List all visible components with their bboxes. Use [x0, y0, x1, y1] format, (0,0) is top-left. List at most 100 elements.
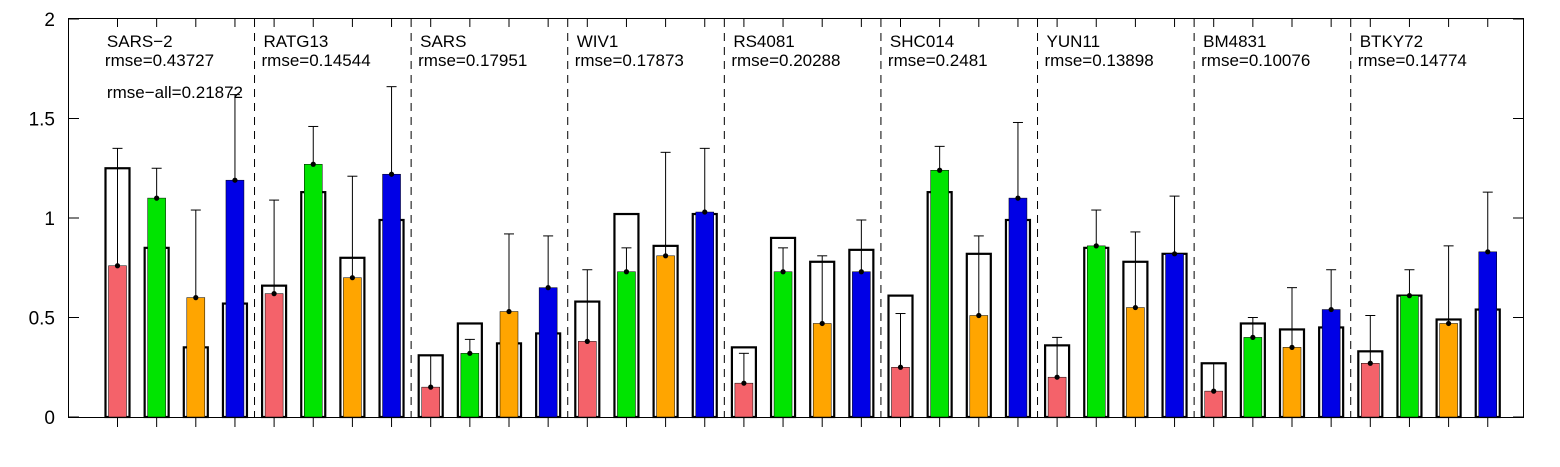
value-marker — [623, 269, 630, 275]
y-axis: 0 0.5 1 1.5 2 — [29, 10, 1523, 429]
value-marker — [310, 161, 316, 167]
filled-bar — [460, 353, 480, 418]
value-marker — [1328, 306, 1334, 313]
value-marker — [1406, 293, 1413, 299]
filled-bar — [1439, 323, 1458, 418]
filled-bar — [1126, 307, 1145, 418]
group-dividers — [254, 19, 1352, 417]
filled-bar — [225, 179, 245, 418]
filled-bar — [186, 297, 206, 418]
group-name-label: RATG13 — [264, 32, 329, 51]
value-marker — [193, 295, 199, 301]
filled-bar — [1204, 390, 1223, 418]
value-marker — [702, 209, 708, 215]
group-name-label: RS4081 — [733, 32, 794, 51]
group-rmse-label: rmse=0.43727 — [105, 51, 214, 70]
group-name-label: SARS — [420, 32, 466, 51]
value-marker — [584, 338, 590, 344]
value-marker — [1289, 344, 1295, 350]
bars-layer — [104, 86, 1501, 419]
value-marker — [271, 291, 277, 297]
value-marker — [1171, 251, 1178, 257]
filled-bar — [1478, 251, 1497, 418]
filled-bar — [773, 271, 793, 418]
y-tick-label: 0 — [44, 408, 55, 429]
filled-bar — [1321, 309, 1341, 418]
value-marker — [388, 171, 395, 177]
value-marker — [1211, 388, 1217, 394]
value-marker — [1093, 243, 1099, 249]
value-marker — [349, 275, 355, 281]
filled-bar — [1087, 245, 1106, 418]
rmse-all-label: rmse−all=0.21872 — [107, 83, 243, 102]
value-marker — [1250, 334, 1256, 340]
value-marker — [1015, 195, 1021, 201]
filled-bar — [1361, 363, 1380, 418]
filled-bar — [1400, 295, 1419, 418]
value-marker — [467, 350, 473, 356]
group-rmse-label: rmse=0.17873 — [575, 51, 684, 70]
value-marker — [1367, 360, 1373, 366]
value-marker — [780, 269, 786, 275]
group-rmse-label: rmse=0.14544 — [262, 51, 371, 70]
filled-bar — [147, 197, 166, 418]
filled-bar — [656, 255, 675, 418]
value-marker — [1132, 304, 1138, 311]
filled-bar — [1008, 197, 1028, 418]
group-rmse-label: rmse=0.14774 — [1358, 51, 1467, 70]
filled-bar — [382, 173, 401, 418]
filled-bar — [695, 211, 714, 418]
group-rmse-label: rmse=0.13898 — [1045, 51, 1154, 70]
value-marker — [1054, 374, 1060, 380]
group-rmse-label: rmse=0.17951 — [418, 51, 527, 70]
filled-bar — [421, 386, 440, 418]
value-marker — [506, 308, 512, 315]
filled-bar — [969, 315, 989, 418]
value-marker — [545, 285, 551, 291]
value-marker — [976, 312, 982, 319]
filled-bar — [578, 341, 597, 418]
filled-bar — [1282, 347, 1302, 418]
y-tick-label: 1 — [44, 209, 55, 230]
filled-bar — [343, 277, 362, 418]
value-marker — [819, 320, 825, 327]
filled-bar — [891, 367, 910, 418]
value-marker — [154, 195, 160, 201]
filled-bar — [499, 311, 519, 418]
value-marker — [114, 263, 121, 269]
filled-bar — [538, 287, 558, 418]
filled-bar — [264, 293, 284, 418]
value-marker — [897, 364, 904, 370]
y-tick-label: 0.5 — [29, 309, 55, 330]
filled-bar — [617, 271, 636, 418]
filled-bar — [1047, 376, 1067, 418]
value-marker — [858, 269, 864, 275]
filled-bar — [1165, 253, 1184, 418]
value-marker — [937, 167, 943, 173]
filled-bar — [1243, 337, 1263, 418]
filled-bar — [930, 169, 949, 418]
group-name-label: BTKY72 — [1360, 32, 1423, 51]
filled-bar — [812, 323, 832, 418]
filled-bar — [304, 164, 323, 418]
value-marker — [1485, 249, 1491, 255]
group-rmse-label: rmse=0.10076 — [1201, 51, 1310, 70]
group-name-label: BM4831 — [1203, 32, 1266, 51]
y-tick-label: 2 — [44, 10, 55, 31]
group-name-label: YUN11 — [1047, 32, 1101, 51]
value-marker — [232, 177, 238, 183]
group-rmse-label: rmse=0.20288 — [731, 51, 840, 70]
value-marker — [741, 380, 747, 386]
value-marker — [1446, 320, 1452, 327]
value-marker — [428, 384, 434, 390]
group-name-label: SARS−2 — [107, 32, 173, 51]
group-name-label: WIV1 — [577, 32, 619, 51]
group-name-label: SHC014 — [890, 32, 954, 51]
filled-bar — [108, 265, 127, 418]
y-tick-label: 1.5 — [29, 110, 55, 131]
filled-bar — [852, 271, 871, 418]
group-rmse-label: rmse=0.2481 — [888, 51, 988, 70]
value-marker — [663, 253, 669, 259]
